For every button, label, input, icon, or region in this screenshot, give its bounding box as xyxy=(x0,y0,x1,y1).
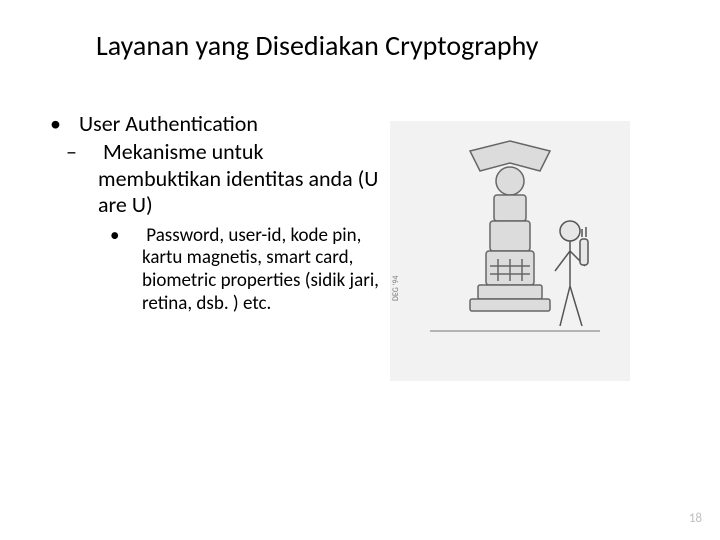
bullet-lvl3: Password, user-id, kode pin, kartu magne… xyxy=(50,225,380,316)
bullet-list: User Authentication Mekanisme untuk memb… xyxy=(50,111,380,316)
bullet-lvl1: User Authentication xyxy=(50,111,380,137)
bullet-lvl1-text: User Authentication xyxy=(79,110,258,137)
slide-title: Layanan yang Disediakan Cryptography xyxy=(96,28,670,63)
bullet-lvl2: Mekanisme untuk membuktikan identitas an… xyxy=(50,139,380,218)
bullet-lvl3-text: Password, user-id, kode pin, kartu magne… xyxy=(142,224,379,315)
illustration-icon: DEG '94 xyxy=(390,121,630,381)
page-number: 18 xyxy=(689,511,702,526)
bullet-lvl2-text: Mekanisme untuk membuktikan identitas an… xyxy=(98,138,378,218)
image-credit: DEG '94 xyxy=(391,276,401,301)
slide: Layanan yang Disediakan Cryptography Use… xyxy=(0,0,720,540)
illustration-container: DEG '94 xyxy=(390,121,630,381)
content-row: User Authentication Mekanisme untuk memb… xyxy=(50,111,670,381)
text-column: User Authentication Mekanisme untuk memb… xyxy=(50,111,380,381)
